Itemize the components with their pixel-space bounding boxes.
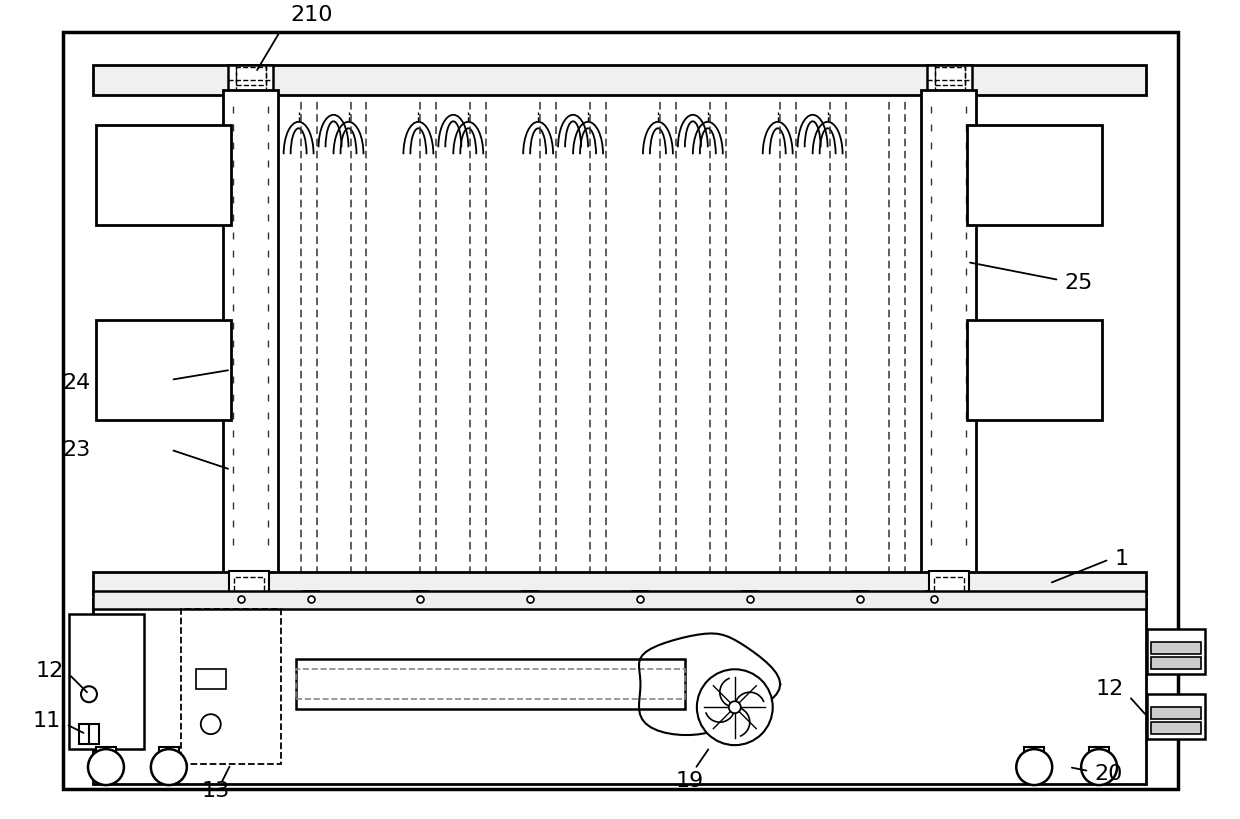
Text: 23: 23 (63, 440, 91, 459)
Bar (93, 600, 1146, 784)
Circle shape (201, 714, 221, 734)
Bar (79, 724, 99, 744)
Bar (93, 572, 1146, 595)
Bar (1151, 658, 1200, 669)
Bar (1147, 695, 1205, 740)
Text: 11: 11 (32, 711, 61, 731)
Bar (632, 591, 649, 597)
Bar (95, 747, 115, 759)
Bar (303, 591, 319, 597)
Text: 24: 24 (63, 373, 91, 393)
Text: 13: 13 (202, 781, 229, 801)
Bar (1024, 747, 1044, 759)
Bar (1151, 642, 1200, 654)
Bar (745, 595, 755, 604)
Bar (928, 66, 972, 93)
Bar (295, 659, 684, 709)
Bar (159, 747, 179, 759)
Bar (1089, 747, 1109, 759)
Bar (742, 591, 758, 597)
Bar (413, 591, 428, 597)
Bar (228, 572, 269, 601)
Circle shape (697, 669, 773, 745)
Bar (93, 66, 1146, 95)
Text: 12: 12 (1096, 679, 1125, 699)
Bar (935, 67, 966, 85)
Circle shape (1081, 749, 1117, 785)
Bar (236, 595, 246, 604)
Bar (1147, 629, 1205, 674)
Text: 20: 20 (1094, 764, 1122, 784)
Circle shape (1017, 749, 1053, 785)
Bar (236, 67, 265, 85)
Bar (223, 90, 278, 580)
Bar (926, 591, 942, 597)
Circle shape (88, 749, 124, 785)
Circle shape (729, 701, 740, 713)
Text: 25: 25 (1064, 273, 1092, 293)
Bar (930, 595, 940, 604)
Bar (95, 125, 231, 225)
Bar (852, 591, 868, 597)
Bar (635, 595, 645, 604)
Bar (233, 591, 249, 597)
Bar (93, 591, 1146, 609)
Bar (69, 614, 144, 749)
Bar (522, 591, 538, 597)
Bar (196, 669, 226, 690)
Bar (921, 90, 976, 580)
Text: 12: 12 (36, 661, 64, 681)
Bar (854, 595, 864, 604)
Bar (930, 572, 970, 601)
Circle shape (151, 749, 187, 785)
Bar (305, 595, 315, 604)
Bar (295, 669, 684, 699)
Bar (967, 125, 1102, 225)
Bar (935, 577, 965, 597)
Text: 19: 19 (676, 771, 704, 791)
Bar (1151, 722, 1200, 734)
Circle shape (81, 686, 97, 702)
Bar (228, 66, 273, 93)
Bar (233, 577, 264, 597)
Bar (526, 595, 536, 604)
Bar (967, 320, 1102, 420)
Text: 210: 210 (290, 6, 334, 25)
Bar (95, 320, 231, 420)
Bar (415, 595, 425, 604)
Text: 1: 1 (1114, 550, 1128, 569)
Bar (181, 609, 280, 764)
Bar (1151, 708, 1200, 719)
